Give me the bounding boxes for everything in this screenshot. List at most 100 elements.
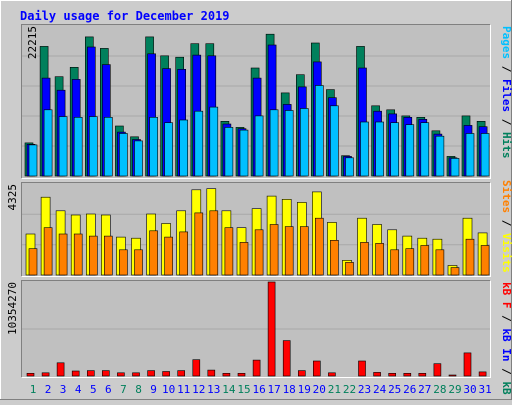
bar-pages-day-22 (345, 157, 354, 177)
bar-kb-f-day-21 (328, 372, 336, 377)
day-label-6: 6 (105, 383, 112, 396)
legend-bottom-part-1: / (500, 309, 512, 329)
bar-kb-f-day-24 (373, 372, 381, 377)
bar-sites-day-28 (435, 249, 445, 276)
bar-kb-f-day-20 (312, 360, 321, 377)
day-label-11: 11 (177, 383, 190, 396)
bar-kb-f-day-30 (463, 352, 472, 377)
bar-kb-f-day-16 (252, 359, 261, 377)
bar-kb-f-day-5 (87, 370, 95, 377)
day-label-16: 16 (252, 383, 265, 396)
day-label-1: 1 (30, 383, 37, 396)
legend-top-part-2: Files (500, 79, 512, 112)
bar-sites-day-12 (194, 212, 204, 276)
bar-pages-day-29 (450, 158, 460, 177)
day-label-30: 30 (463, 383, 476, 396)
day-label-4: 4 (75, 383, 82, 396)
bar-pages-day-18 (284, 110, 294, 177)
bar-pages-day-23 (360, 121, 369, 177)
day-label-22: 22 (343, 383, 356, 396)
bar-pages-day-31 (480, 133, 490, 177)
bar-kb-f-day-15 (237, 372, 246, 377)
legend-bottom-part-0: kB F (500, 282, 512, 309)
day-label-13: 13 (207, 383, 220, 396)
chart-title: Daily usage for December 2019 (20, 9, 230, 23)
bar-pages-day-16 (254, 115, 264, 177)
bar-kb-f-day-8 (132, 372, 140, 377)
day-label-3: 3 (60, 383, 67, 396)
bar-kb-f-day-14 (222, 372, 231, 377)
bar-pages-day-20 (314, 85, 324, 177)
bar-pages-day-17 (269, 109, 279, 177)
day-label-19: 19 (298, 383, 311, 396)
day-label-21: 21 (328, 383, 341, 396)
bar-sites-day-25 (390, 249, 400, 276)
bar-pages-day-1 (28, 144, 38, 177)
bar-kb-f-day-27 (418, 372, 427, 377)
day-label-25: 25 (388, 383, 401, 396)
bar-pages-day-30 (465, 133, 475, 177)
bar-pages-day-27 (420, 122, 430, 177)
day-label-23: 23 (358, 383, 371, 396)
bar-sites-day-10 (164, 236, 173, 276)
day-label-12: 12 (192, 383, 205, 396)
bar-pages-day-2 (43, 109, 53, 177)
day-label-15: 15 (237, 383, 250, 396)
bar-kb-f-day-18 (282, 340, 291, 377)
bar-sites-day-26 (405, 248, 415, 276)
bar-sites-day-27 (420, 245, 430, 276)
bar-kb-f-day-6 (102, 370, 110, 377)
middle-legend: Sites / Visits (500, 180, 512, 273)
day-label-28: 28 (433, 383, 446, 396)
bar-kb-f-day-23 (358, 360, 366, 377)
bar-sites-day-7 (119, 249, 128, 276)
bar-kb-f-day-2 (41, 372, 50, 377)
bar-sites-day-30 (465, 238, 475, 276)
bar-kb-f-day-13 (207, 369, 216, 377)
day-label-7: 7 (120, 383, 127, 396)
top-legend: Pages / Files / Hits (500, 26, 512, 159)
bar-kb-f-day-28 (433, 363, 442, 377)
bar-pages-day-10 (164, 122, 173, 177)
day-label-5: 5 (90, 383, 97, 396)
bar-sites-day-22 (345, 262, 354, 276)
bar-pages-day-28 (435, 135, 445, 177)
legend-middle-part-2: Visits (500, 233, 512, 273)
bar-sites-day-17 (269, 224, 279, 276)
bar-sites-day-19 (299, 226, 309, 276)
bar-kb-f-day-3 (56, 362, 65, 377)
day-labels: 1 2 3 4 5 6 7 8 9 10 11 12 13 14 15 16 17 18 19 20 21 22 23 24 2… (30, 383, 492, 396)
day-label-10: 10 (162, 383, 175, 396)
bar-kb-f-day-9 (147, 370, 155, 377)
bar-pages-day-12 (194, 110, 204, 177)
bar-kb-f-day-19 (297, 370, 306, 377)
bar-sites-day-18 (284, 226, 294, 276)
bar-kb-f-day-25 (388, 372, 397, 377)
day-label-8: 8 (135, 383, 142, 396)
legend-middle-part-0: Sites (500, 180, 512, 213)
bar-kb-f-day-17 (267, 281, 276, 377)
bar-kb-f-day-4 (71, 370, 80, 377)
bar-sites-day-24 (375, 243, 384, 276)
bar-kb-f-day-12 (192, 359, 201, 377)
bar-pages-day-14 (224, 127, 234, 177)
bar-sites-day-23 (360, 242, 369, 276)
day-label-9: 9 (150, 383, 157, 396)
bar-sites-day-9 (149, 230, 158, 276)
middle-max-label: 4325 (6, 184, 19, 211)
bar-sites-day-21 (330, 240, 339, 276)
bar-kb-f-day-1 (26, 372, 35, 377)
bar-pages-day-5 (89, 116, 98, 177)
bar-pages-day-13 (209, 106, 219, 177)
bar-pages-day-4 (73, 117, 83, 177)
day-label-2: 2 (45, 383, 52, 396)
legend-top-part-1: / (500, 59, 512, 79)
bar-sites-day-13 (209, 210, 219, 276)
bar-pages-day-7 (119, 133, 128, 177)
legend-top-part-3: / (500, 112, 512, 132)
bar-pages-day-25 (390, 122, 400, 177)
legend-bottom-part-2: kB In (500, 328, 512, 361)
bar-kb-f-day-10 (162, 371, 170, 377)
bar-sites-day-2 (43, 227, 53, 276)
day-label-18: 18 (283, 383, 296, 396)
